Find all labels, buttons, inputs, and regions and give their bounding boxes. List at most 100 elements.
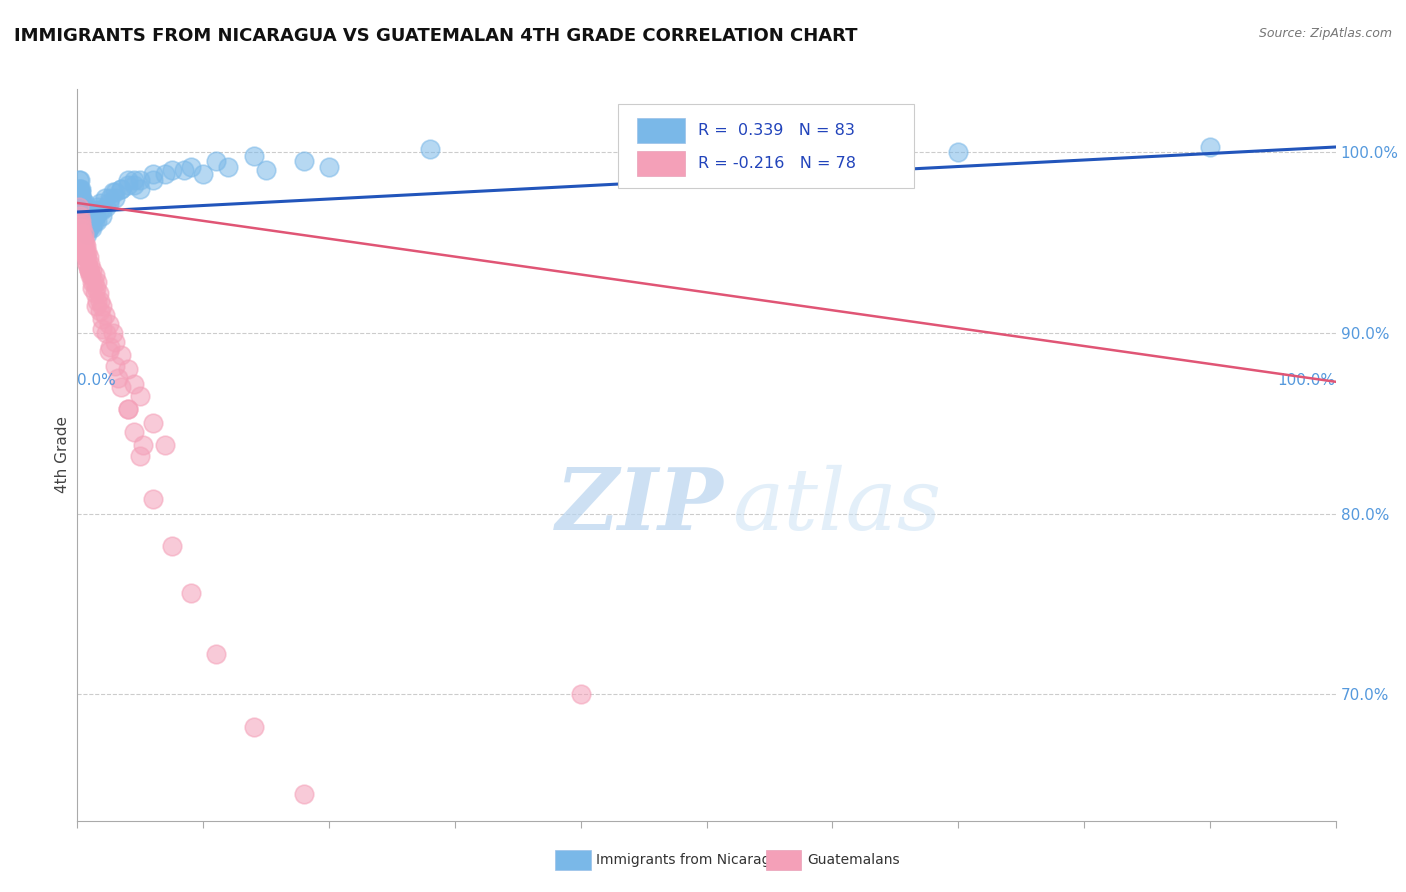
Point <box>86 200 108 214</box>
Point <box>76 214 98 228</box>
Point <box>242 720 264 734</box>
Point <box>76 257 98 271</box>
Point <box>110 181 132 195</box>
Point <box>160 539 183 553</box>
Point <box>155 438 177 452</box>
Point <box>77 262 100 277</box>
Point <box>948 145 970 160</box>
Point <box>110 348 132 362</box>
Point <box>217 160 239 174</box>
Point <box>84 281 107 295</box>
Point <box>75 218 97 232</box>
Text: R = -0.216   N = 78: R = -0.216 N = 78 <box>697 155 856 170</box>
Point <box>70 196 93 211</box>
Point <box>254 163 277 178</box>
Point <box>67 200 90 214</box>
Point <box>72 190 94 204</box>
Point <box>67 181 90 195</box>
Point <box>70 218 93 232</box>
Point <box>72 218 94 232</box>
Point <box>70 203 93 218</box>
Point <box>89 196 111 211</box>
Point <box>204 154 226 169</box>
Point <box>72 221 94 235</box>
Point <box>132 438 155 452</box>
Point <box>97 344 120 359</box>
Point <box>77 221 100 235</box>
Point <box>70 214 93 228</box>
Point <box>142 417 165 431</box>
Point <box>117 401 139 416</box>
Text: 0.0%: 0.0% <box>77 373 117 388</box>
Point <box>117 172 139 186</box>
Point <box>69 190 91 204</box>
Point <box>73 235 96 250</box>
Point <box>70 190 93 204</box>
Point <box>75 250 97 264</box>
Text: R =  0.339   N = 83: R = 0.339 N = 83 <box>697 123 855 137</box>
Point <box>73 244 96 259</box>
Point <box>70 227 93 241</box>
Point <box>117 362 139 376</box>
Point <box>204 648 226 662</box>
Point <box>142 492 165 507</box>
Point <box>84 299 107 313</box>
Point <box>91 203 114 218</box>
Point <box>1199 140 1222 154</box>
Point <box>69 221 91 235</box>
Point <box>73 218 96 232</box>
Point <box>91 299 114 313</box>
Point <box>569 687 592 701</box>
Point <box>122 178 145 192</box>
Point <box>72 209 94 223</box>
Point <box>91 209 114 223</box>
Point <box>89 293 111 308</box>
Point <box>91 311 114 326</box>
Point <box>84 214 107 228</box>
Point <box>75 250 97 264</box>
Point <box>75 209 97 223</box>
Point <box>129 181 152 195</box>
Point <box>821 142 844 156</box>
Point <box>79 257 101 271</box>
Point <box>72 232 94 246</box>
Point <box>72 203 94 218</box>
Point <box>69 172 91 186</box>
Point <box>101 185 124 199</box>
Point <box>104 359 127 373</box>
Point <box>86 276 108 290</box>
Point <box>129 172 152 186</box>
FancyBboxPatch shape <box>619 103 914 188</box>
Point <box>84 209 107 223</box>
Point <box>104 334 127 349</box>
Point <box>86 293 108 308</box>
Point <box>83 203 105 218</box>
Point <box>73 203 96 218</box>
Point <box>86 214 108 228</box>
Point <box>89 304 111 318</box>
Point <box>69 214 91 228</box>
Point <box>70 185 93 199</box>
Point <box>96 326 118 340</box>
Point <box>76 227 98 241</box>
Point <box>292 154 315 169</box>
Point <box>80 209 103 223</box>
Point <box>107 371 129 385</box>
Text: Source: ZipAtlas.com: Source: ZipAtlas.com <box>1258 27 1392 40</box>
Point <box>122 425 145 440</box>
Point <box>101 326 124 340</box>
Point <box>72 239 94 253</box>
Point <box>97 317 120 331</box>
Point <box>72 239 94 253</box>
Point <box>191 167 215 181</box>
Point <box>72 209 94 223</box>
Point <box>160 163 183 178</box>
FancyBboxPatch shape <box>637 152 685 176</box>
Text: atlas: atlas <box>731 465 941 548</box>
Point <box>69 200 91 214</box>
Point <box>72 203 94 218</box>
Point <box>110 181 132 195</box>
Point <box>117 401 139 416</box>
Point <box>69 185 91 199</box>
Point <box>82 281 104 295</box>
